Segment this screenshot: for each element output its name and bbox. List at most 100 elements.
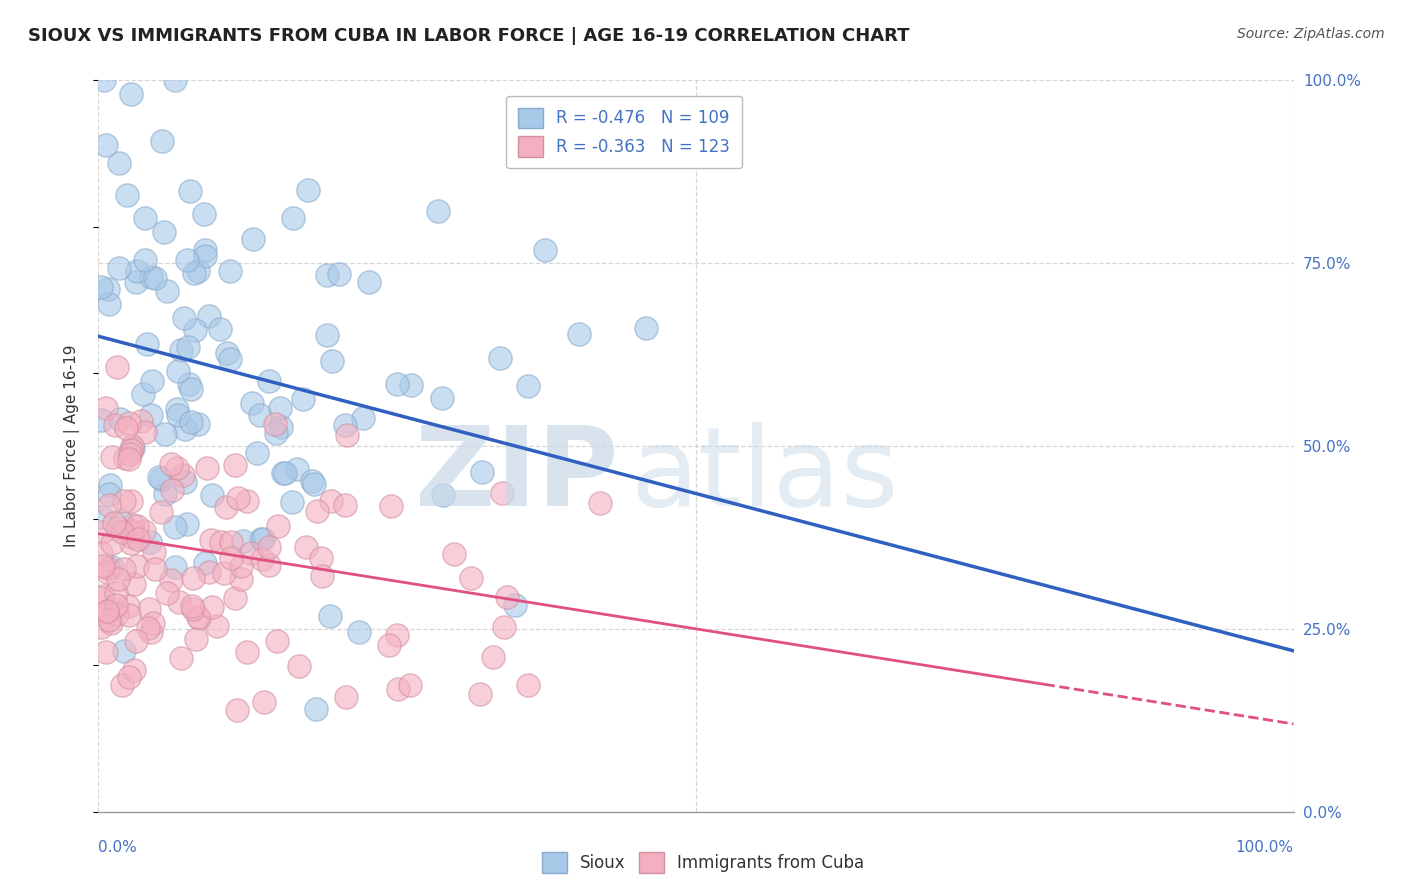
Point xyxy=(167,594,190,608)
Point xyxy=(307,504,329,518)
Text: ZIP: ZIP xyxy=(415,422,619,529)
Point xyxy=(267,518,290,533)
Point xyxy=(432,391,454,405)
Point xyxy=(568,326,591,341)
Point xyxy=(219,550,242,565)
Point xyxy=(250,533,273,547)
Point xyxy=(90,546,112,560)
Point xyxy=(107,261,129,276)
Point xyxy=(163,73,186,87)
Text: atlas: atlas xyxy=(630,422,898,529)
Point xyxy=(159,573,181,587)
Point xyxy=(96,604,118,618)
Point xyxy=(115,187,138,202)
Point xyxy=(309,550,332,565)
Point xyxy=(589,496,612,510)
Point xyxy=(149,504,172,518)
Point xyxy=(90,413,112,427)
Point xyxy=(120,87,142,101)
Point xyxy=(112,562,135,576)
Point xyxy=(138,601,160,615)
Point xyxy=(188,611,211,625)
Point xyxy=(471,465,494,479)
Point xyxy=(240,396,263,410)
Point xyxy=(468,687,491,701)
Point xyxy=(335,690,357,705)
Point xyxy=(180,415,202,429)
Point xyxy=(432,488,454,502)
Point xyxy=(165,560,187,574)
Point xyxy=(264,417,287,431)
Point xyxy=(101,450,124,464)
Point xyxy=(321,354,343,368)
Point xyxy=(98,487,121,501)
Point xyxy=(118,607,141,622)
Point xyxy=(184,323,207,337)
Point xyxy=(120,443,142,458)
Point xyxy=(333,498,356,512)
Point xyxy=(176,252,198,267)
Point xyxy=(118,452,141,467)
Point xyxy=(142,615,165,630)
Point xyxy=(145,562,167,576)
Point xyxy=(105,359,128,374)
Point xyxy=(97,296,120,310)
Point xyxy=(112,644,135,658)
Point xyxy=(143,271,166,285)
Point xyxy=(141,408,163,422)
Point xyxy=(138,535,160,549)
Point xyxy=(496,591,519,605)
Point xyxy=(181,602,204,616)
Point xyxy=(134,211,156,225)
Point xyxy=(385,627,408,641)
Point xyxy=(183,266,205,280)
Point xyxy=(114,451,136,466)
Point xyxy=(460,571,482,585)
Point xyxy=(357,276,380,290)
Point xyxy=(110,514,132,528)
Point xyxy=(217,345,239,359)
Point xyxy=(183,571,205,585)
Point xyxy=(173,468,195,483)
Point xyxy=(218,352,240,367)
Point xyxy=(167,408,190,422)
Point xyxy=(328,267,350,281)
Point xyxy=(91,524,114,539)
Point xyxy=(127,518,149,533)
Point xyxy=(136,621,159,635)
Point xyxy=(200,533,222,547)
Point xyxy=(266,634,288,648)
Point xyxy=(270,419,292,434)
Point xyxy=(122,663,145,677)
Point xyxy=(194,244,217,258)
Point xyxy=(149,472,172,486)
Point xyxy=(98,478,121,492)
Point xyxy=(173,422,195,436)
Point xyxy=(212,566,235,580)
Point xyxy=(97,613,120,627)
Point xyxy=(184,632,207,647)
Point xyxy=(491,485,513,500)
Point xyxy=(249,409,271,423)
Point xyxy=(173,310,195,325)
Point xyxy=(104,598,127,612)
Point xyxy=(319,493,342,508)
Legend: R = -0.476   N = 109, R = -0.363   N = 123: R = -0.476 N = 109, R = -0.363 N = 123 xyxy=(506,96,742,169)
Point xyxy=(150,135,173,149)
Point xyxy=(134,524,156,539)
Point xyxy=(271,466,294,480)
Point xyxy=(125,633,148,648)
Point xyxy=(225,703,247,717)
Point xyxy=(229,572,252,586)
Y-axis label: In Labor Force | Age 16-19: In Labor Force | Age 16-19 xyxy=(63,344,80,548)
Point xyxy=(176,340,198,354)
Point xyxy=(103,516,125,531)
Point xyxy=(170,650,193,665)
Point xyxy=(443,547,465,561)
Point xyxy=(200,599,222,614)
Point xyxy=(187,264,209,278)
Point xyxy=(195,461,218,475)
Point xyxy=(90,620,112,634)
Text: SIOUX VS IMMIGRANTS FROM CUBA IN LABOR FORCE | AGE 16-19 CORRELATION CHART: SIOUX VS IMMIGRANTS FROM CUBA IN LABOR F… xyxy=(28,27,910,45)
Point xyxy=(198,565,221,579)
